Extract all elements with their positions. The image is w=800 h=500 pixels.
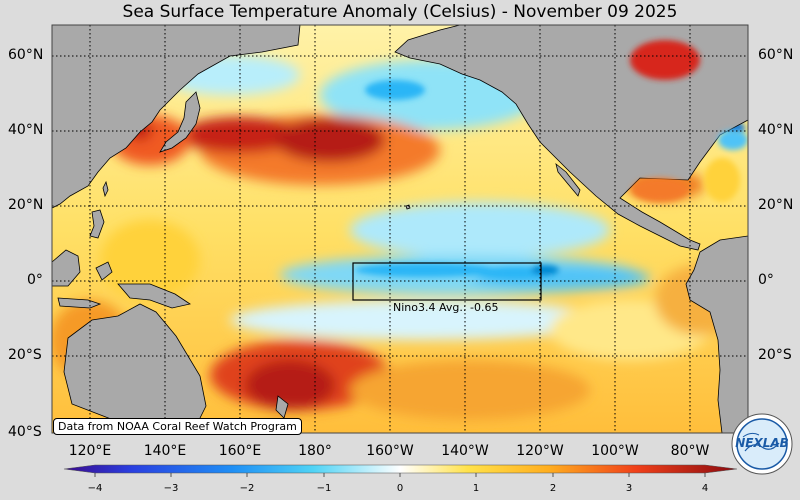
- colorbar-tick-label: −4: [87, 483, 103, 494]
- lat-label-right: 20°S: [758, 347, 792, 363]
- colorbar-tick-label: −1: [316, 483, 332, 494]
- nino34-avg-label: Nino3.4 Avg.: -0.65: [393, 301, 499, 314]
- colorbar-tick-label: 1: [472, 483, 480, 494]
- colorbar-tick-label: −2: [239, 483, 255, 494]
- colorbar-gradient: [63, 464, 738, 474]
- lat-label-left: 60°N: [8, 47, 44, 63]
- map-border: [51, 24, 749, 434]
- lon-label: 120°E: [68, 443, 112, 459]
- lat-label-left: 40°S: [8, 424, 42, 440]
- colorbar-ticks: [94, 473, 706, 477]
- lon-label: 140°W: [441, 443, 489, 459]
- lat-label-left: 40°N: [8, 122, 44, 138]
- taiwan-land: [102, 180, 109, 198]
- data-credit: Data from NOAA Coral Reef Watch Program: [53, 418, 302, 435]
- map-title: Sea Surface Temperature Anomaly (Celsius…: [122, 2, 678, 22]
- nexlab-logo: NEXLAB: [731, 413, 793, 475]
- lon-label: 100°W: [591, 443, 639, 459]
- graticule: [52, 25, 748, 433]
- colorbar-tick-label: 4: [701, 483, 709, 494]
- australia-land: [63, 303, 207, 433]
- lon-label: 160°W: [366, 443, 414, 459]
- lat-label-left: 0°: [27, 272, 43, 288]
- new-guinea-land: [117, 283, 192, 309]
- inland-water-patches: [630, 40, 748, 202]
- colorbar-tick-label: 2: [549, 483, 557, 494]
- lon-label: 140°E: [143, 443, 187, 459]
- japan-land: [159, 91, 201, 153]
- nino34-box: [352, 262, 542, 301]
- lon-label: 80°W: [670, 443, 710, 459]
- indonesia-land: [52, 249, 81, 287]
- philippines-land: [89, 209, 105, 239]
- lat-label-right: 40°N: [758, 122, 794, 138]
- baja-land: [555, 162, 581, 197]
- lon-label: 120°W: [516, 443, 564, 459]
- lon-label: 160°E: [218, 443, 262, 459]
- logo-text: NEXLAB: [735, 436, 789, 450]
- lat-label-right: 20°N: [758, 197, 794, 213]
- colorbar-tick-label: 3: [625, 483, 633, 494]
- lat-label-left: 20°S: [8, 347, 42, 363]
- lat-label-left: 20°N: [8, 197, 44, 213]
- lat-label-right: 60°N: [758, 47, 794, 63]
- lat-label-right: 0°: [758, 272, 774, 288]
- lon-label: 180°: [298, 443, 332, 459]
- asia-land: [52, 25, 301, 209]
- colorbar-tick-label: −3: [163, 483, 179, 494]
- map-area: [52, 25, 748, 433]
- north-america-land: [394, 25, 748, 251]
- land-masses: [52, 25, 748, 433]
- colorbar-tick-label: 0: [396, 483, 404, 494]
- south-america-land: [685, 235, 748, 433]
